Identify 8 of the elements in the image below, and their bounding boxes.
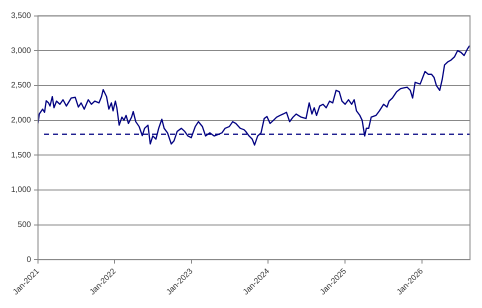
y-tick-label: 3,500 [10,11,32,20]
y-tick-label: 2,000 [10,116,32,124]
y-tick-label: 1,500 [10,150,32,160]
y-tick-label: 3,000 [10,46,32,55]
y-tick-label: 1,000 [10,185,32,194]
y-tick-label: 500 [18,220,32,229]
y-tick-label: 2,500 [10,80,32,90]
y-tick-label: 0 [26,254,32,264]
